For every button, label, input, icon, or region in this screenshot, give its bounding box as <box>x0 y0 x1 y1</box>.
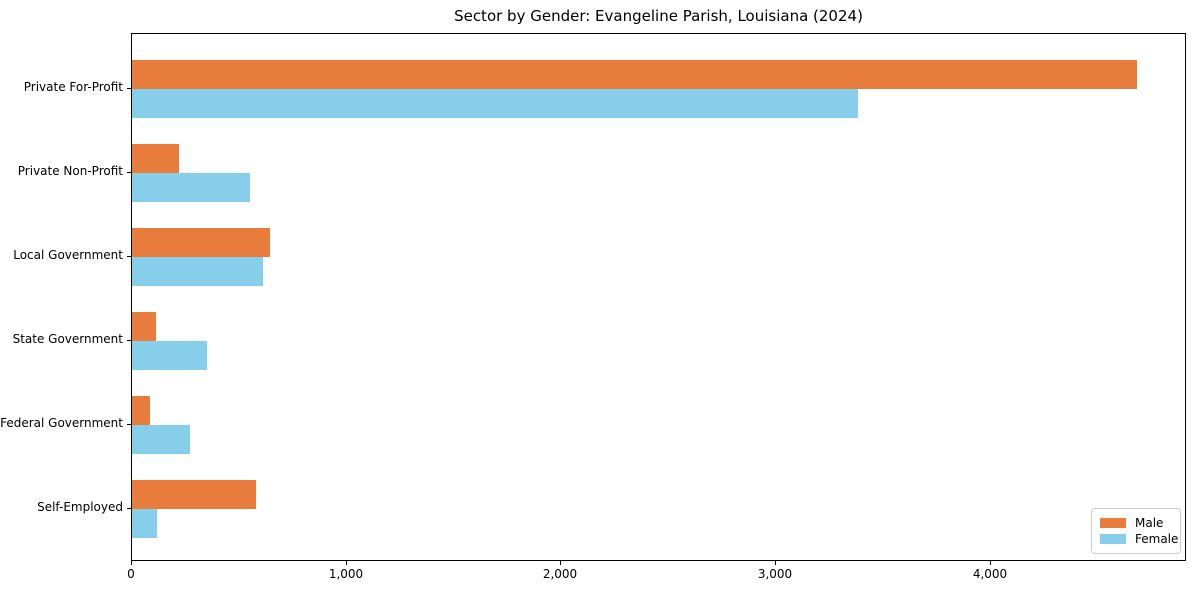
y-tick-label-private-for-profit: Private For-Profit <box>23 80 123 94</box>
x-tick-label-4-000: 4,000 <box>972 567 1008 581</box>
bar-female-state-government <box>132 341 207 370</box>
legend-label-female: Female <box>1135 532 1179 546</box>
bar-female-federal-government <box>132 425 190 454</box>
y-tick-label-state-government: State Government <box>12 332 123 346</box>
bar-male-private-non-profit <box>132 144 179 173</box>
x-tick-mark <box>131 561 132 565</box>
bar-female-private-for-profit <box>132 89 858 118</box>
x-tick-mark <box>346 561 347 565</box>
bar-male-local-government <box>132 228 270 257</box>
chart-title: Sector by Gender: Evangeline Parish, Lou… <box>454 7 863 25</box>
x-tick-label-3-000: 3,000 <box>757 567 793 581</box>
legend-swatch-female <box>1100 534 1126 544</box>
x-tick-mark <box>560 561 561 565</box>
y-tick-mark <box>127 256 131 257</box>
bar-male-state-government <box>132 312 156 341</box>
legend-entry-male: Male <box>1100 515 1172 531</box>
y-tick-label-federal-government: Federal Government <box>0 416 123 430</box>
y-tick-mark <box>127 88 131 89</box>
y-tick-mark <box>127 172 131 173</box>
legend-swatch-male <box>1100 518 1126 528</box>
bar-female-private-non-profit <box>132 173 250 202</box>
bar-female-local-government <box>132 257 263 286</box>
x-tick-label-0: 0 <box>127 567 135 581</box>
plot-area <box>131 33 1186 561</box>
legend-entry-female: Female <box>1100 531 1178 547</box>
bar-female-self-employed <box>132 509 157 538</box>
bar-male-private-for-profit <box>132 60 1137 89</box>
y-tick-label-local-government: Local Government <box>13 248 123 262</box>
y-tick-mark <box>127 424 131 425</box>
x-tick-mark <box>775 561 776 565</box>
x-tick-label-1-000: 1,000 <box>328 567 364 581</box>
bar-male-federal-government <box>132 396 150 425</box>
y-tick-mark <box>127 340 131 341</box>
bar-male-self-employed <box>132 480 256 509</box>
legend: Male Female <box>1091 508 1181 554</box>
legend-label-male: Male <box>1135 516 1164 530</box>
y-tick-label-self-employed: Self-Employed <box>37 500 123 514</box>
y-tick-label-private-non-profit: Private Non-Profit <box>17 164 123 178</box>
y-tick-mark <box>127 508 131 509</box>
x-tick-mark <box>990 561 991 565</box>
x-tick-label-2-000: 2,000 <box>542 567 578 581</box>
